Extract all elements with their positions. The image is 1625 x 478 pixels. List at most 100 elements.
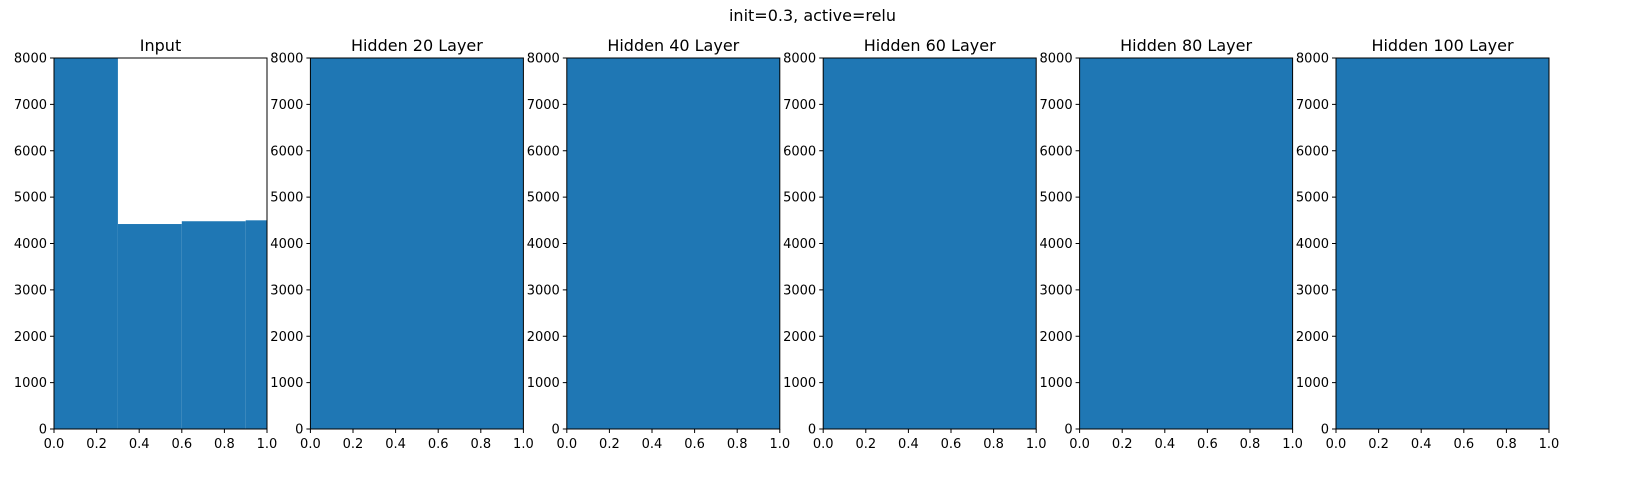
y-tick-label: 3000 [527,283,560,298]
x-tick-label: 0.6 [428,437,449,452]
subplot-4: Hidden 60 Layer 0 1000 2000 3000 4000 5000 6000… [783,36,1046,452]
histogram-bar [117,224,182,429]
y-tick-label: 0 [1064,423,1072,438]
y-tick-label: 5000 [270,191,303,206]
y-tick-label: 1000 [14,376,47,391]
histogram-bar [245,220,267,429]
x-tick-label: 0.0 [813,437,834,452]
y-tick-label: 8000 [527,52,560,67]
x-tick-label: 1.0 [1282,437,1303,452]
y-tick-label: 4000 [270,237,303,252]
x-tick-label: 0.6 [1197,437,1218,452]
y-tick-label: 3000 [783,283,816,298]
y-tick-label: 1000 [1040,376,1073,391]
y-tick-label: 0 [808,423,816,438]
x-tick-label: 0.0 [556,437,577,452]
y-tick-label: 3000 [1040,283,1073,298]
y-tick-label: 0 [39,423,47,438]
y-tick-label: 0 [552,423,560,438]
y-tick-label: 5000 [1040,191,1073,206]
y-tick-label: 1000 [1296,376,1329,391]
y-tick-label: 3000 [270,283,303,298]
y-tick-label: 1000 [527,376,560,391]
y-tick-label: 2000 [1296,330,1329,345]
x-tick-label: 0.4 [129,437,150,452]
y-tick-label: 0 [295,423,303,438]
subplot-title: Hidden 80 Layer [1120,36,1252,55]
y-tick-label: 7000 [783,98,816,113]
x-tick-label: 0.2 [599,437,620,452]
histogram-bar [823,58,1037,429]
y-tick-label: 1000 [783,376,816,391]
x-tick-label: 0.2 [343,437,364,452]
x-tick-label: 0.6 [941,437,962,452]
subplot-5: Hidden 80 Layer 0 1000 2000 3000 4000 5000 6000… [1040,36,1303,452]
x-tick-label: 1.0 [1539,437,1560,452]
x-tick-label: 1.0 [257,437,278,452]
y-tick-label: 7000 [527,98,560,113]
y-tick-label: 2000 [270,330,303,345]
x-tick-label: 1.0 [1026,437,1047,452]
x-tick-label: 0.0 [1326,437,1347,452]
y-tick-label: 7000 [14,98,47,113]
histogram-bar [181,221,246,429]
y-tick-label: 6000 [1040,144,1073,159]
y-tick-label: 8000 [1040,52,1073,67]
y-tick-label: 4000 [1296,237,1329,252]
y-tick-label: 4000 [527,237,560,252]
y-tick-label: 3000 [14,283,47,298]
histogram-bar [1079,58,1293,429]
y-tick-label: 0 [1321,423,1329,438]
histogram-bar [54,58,118,429]
subplot-3: Hidden 40 Layer 0 1000 2000 3000 4000 5000 6000… [527,36,790,452]
subplot-title: Hidden 20 Layer [351,36,483,55]
y-tick-label: 8000 [1296,52,1329,67]
x-tick-label: 1.0 [769,437,790,452]
y-tick-label: 8000 [783,52,816,67]
x-tick-label: 0.4 [385,437,406,452]
y-tick-label: 1000 [270,376,303,391]
subplot-1: Input 0 1000 2000 3000 4000 5000 6000 7000 8000 0.… [14,36,277,452]
y-tick-label: 5000 [527,191,560,206]
y-tick-label: 6000 [783,144,816,159]
x-tick-label: 0.6 [684,437,705,452]
y-tick-label: 4000 [14,237,47,252]
y-tick-label: 6000 [1296,144,1329,159]
x-tick-label: 0.6 [1453,437,1474,452]
x-tick-label: 0.8 [727,437,748,452]
x-tick-label: 0.8 [214,437,235,452]
y-tick-label: 3000 [1296,283,1329,298]
subplot-title: Hidden 40 Layer [607,36,739,55]
subplot-6: Hidden 100 Layer 0 1000 2000 3000 4000 5000 600… [1296,36,1559,452]
y-tick-label: 2000 [527,330,560,345]
subplot-title: Input [140,36,181,55]
y-tick-label: 5000 [14,191,47,206]
x-tick-label: 0.6 [171,437,192,452]
x-tick-label: 0.0 [1069,437,1090,452]
x-tick-label: 0.4 [898,437,919,452]
x-tick-label: 0.2 [855,437,876,452]
x-tick-label: 0.4 [642,437,663,452]
histogram-bar [566,58,780,429]
x-tick-label: 0.0 [44,437,65,452]
y-tick-label: 8000 [14,52,47,67]
y-tick-label: 7000 [1296,98,1329,113]
x-tick-label: 0.8 [470,437,491,452]
x-tick-label: 0.2 [1112,437,1133,452]
x-tick-label: 0.2 [1368,437,1389,452]
y-tick-label: 4000 [783,237,816,252]
y-tick-label: 5000 [783,191,816,206]
y-tick-label: 2000 [783,330,816,345]
y-tick-label: 6000 [527,144,560,159]
y-tick-label: 2000 [14,330,47,345]
x-tick-label: 0.2 [86,437,107,452]
y-tick-label: 4000 [1040,237,1073,252]
y-tick-label: 2000 [1040,330,1073,345]
y-tick-label: 6000 [270,144,303,159]
figure-suptitle: init=0.3, active=relu [728,6,897,25]
subplot-title: Hidden 100 Layer [1371,36,1514,55]
x-tick-label: 0.8 [1496,437,1517,452]
y-tick-label: 7000 [270,98,303,113]
x-tick-label: 0.0 [300,437,321,452]
